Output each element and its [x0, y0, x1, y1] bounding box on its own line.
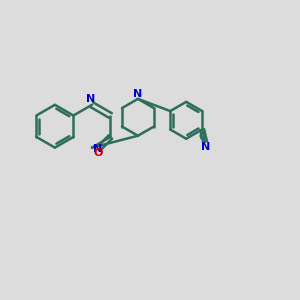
Text: N: N: [93, 144, 102, 154]
Text: O: O: [94, 148, 103, 158]
Text: N: N: [200, 142, 210, 152]
Text: N: N: [133, 88, 142, 98]
Text: C: C: [199, 132, 206, 142]
Text: N: N: [86, 94, 95, 104]
